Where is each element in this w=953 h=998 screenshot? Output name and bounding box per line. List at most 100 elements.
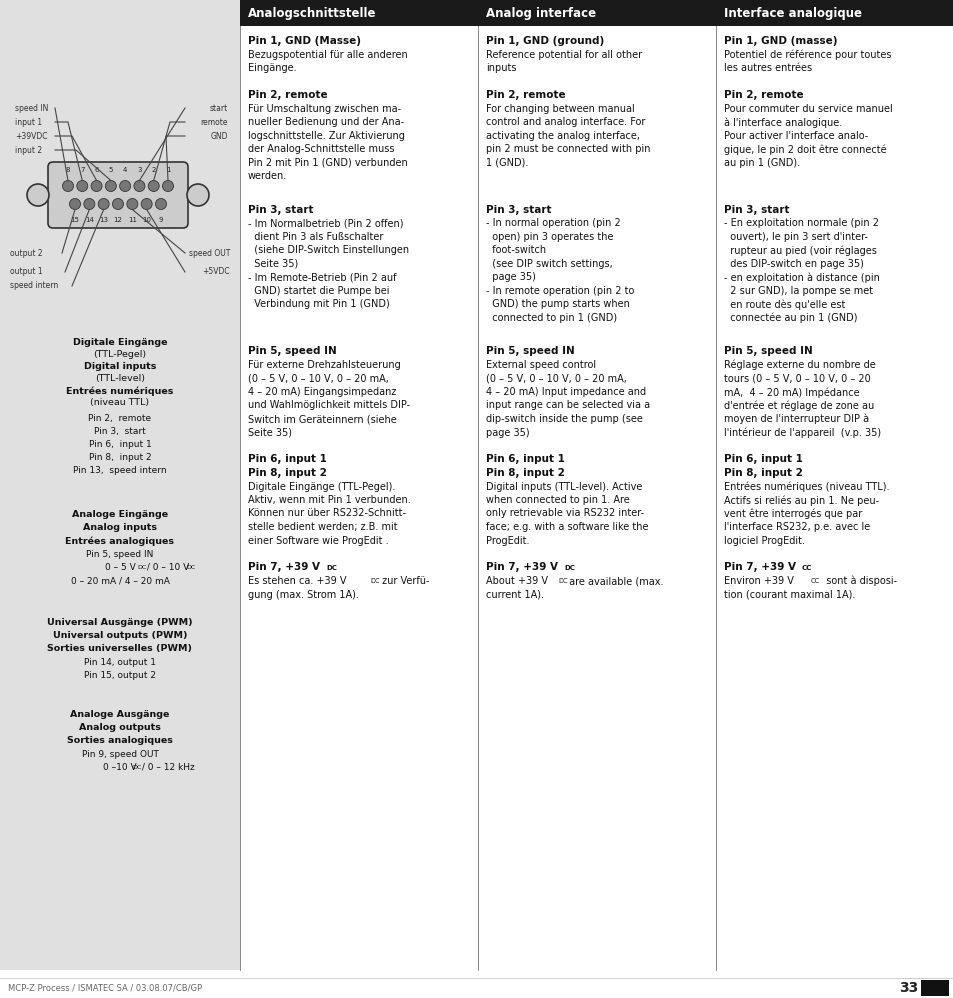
Text: Pin 1, GND (masse): Pin 1, GND (masse) <box>723 36 837 46</box>
Text: page 35): page 35) <box>485 272 536 282</box>
Text: Seite 35): Seite 35) <box>248 427 292 437</box>
Text: Pin 3, start: Pin 3, start <box>248 205 314 215</box>
Text: les autres entrées: les autres entrées <box>723 63 811 73</box>
Text: 1 (GND).: 1 (GND). <box>485 158 528 168</box>
Text: Reference potential for all other: Reference potential for all other <box>485 50 641 60</box>
Text: Für Umschaltung zwischen ma-: Für Umschaltung zwischen ma- <box>248 104 400 114</box>
Text: 1: 1 <box>166 167 170 173</box>
Text: 2: 2 <box>152 167 155 173</box>
Text: +39VDC: +39VDC <box>15 132 48 141</box>
Text: Pin 1, GND (Masse): Pin 1, GND (Masse) <box>248 36 360 46</box>
Circle shape <box>148 181 159 192</box>
Text: Universal Ausgänge (PWM): Universal Ausgänge (PWM) <box>47 618 193 627</box>
Text: Digital inputs: Digital inputs <box>84 362 156 371</box>
FancyBboxPatch shape <box>716 0 953 26</box>
Text: Pin 9, speed OUT: Pin 9, speed OUT <box>81 750 158 759</box>
Text: Pin 7, +39 V: Pin 7, +39 V <box>485 563 558 573</box>
Text: +5VDC: +5VDC <box>202 267 230 276</box>
Text: gique, le pin 2 doit être connecté: gique, le pin 2 doit être connecté <box>723 144 885 155</box>
Text: - Im Normalbetrieb (Pin 2 offen): - Im Normalbetrieb (Pin 2 offen) <box>248 219 403 229</box>
Text: Digitale Eingänge: Digitale Eingänge <box>72 338 167 347</box>
Text: und Wahlmöglichkeit mittels DIP-: und Wahlmöglichkeit mittels DIP- <box>248 400 410 410</box>
FancyBboxPatch shape <box>0 0 240 970</box>
Circle shape <box>63 181 73 192</box>
Text: Pin 2, remote: Pin 2, remote <box>485 90 565 100</box>
Text: (0 – 5 V, 0 – 10 V, 0 – 20 mA,: (0 – 5 V, 0 – 10 V, 0 – 20 mA, <box>248 373 389 383</box>
Text: input 1: input 1 <box>15 118 42 127</box>
Text: einer Software wie ProgEdit .: einer Software wie ProgEdit . <box>248 536 388 546</box>
Text: External speed control: External speed control <box>485 360 596 370</box>
Text: when connected to pin 1. Are: when connected to pin 1. Are <box>485 495 629 505</box>
Text: rupteur au pied (voir réglages: rupteur au pied (voir réglages <box>723 246 876 255</box>
Text: Pin 7, +39 V: Pin 7, +39 V <box>723 563 795 573</box>
Text: dient Pin 3 als Fußschalter: dient Pin 3 als Fußschalter <box>248 232 383 242</box>
Text: control and analog interface. For: control and analog interface. For <box>485 117 644 127</box>
Text: Pour commuter du service manuel: Pour commuter du service manuel <box>723 104 892 114</box>
Text: 4 – 20 mA) Eingangsimpedanz: 4 – 20 mA) Eingangsimpedanz <box>248 387 395 397</box>
Text: Réglage externe du nombre de: Réglage externe du nombre de <box>723 360 875 370</box>
Text: GND) the pump starts when: GND) the pump starts when <box>485 299 629 309</box>
Text: Analogschnittstelle: Analogschnittstelle <box>248 7 376 20</box>
Text: only retrievable via RS232 inter-: only retrievable via RS232 inter- <box>485 509 643 519</box>
Text: Actifs si reliés au pin 1. Ne peu-: Actifs si reliés au pin 1. Ne peu- <box>723 495 879 506</box>
Text: Pin 6, input 1: Pin 6, input 1 <box>723 454 802 464</box>
Text: logiciel ProgEdit.: logiciel ProgEdit. <box>723 536 804 546</box>
Text: 33: 33 <box>898 981 917 995</box>
Text: Pin 14, output 1: Pin 14, output 1 <box>84 658 156 667</box>
Text: l'intérieur de l'appareil  (v.p. 35): l'intérieur de l'appareil (v.p. 35) <box>723 427 881 438</box>
Text: (niveau TTL): (niveau TTL) <box>91 398 150 407</box>
Text: mA,  4 – 20 mA) Impédance: mA, 4 – 20 mA) Impédance <box>723 387 859 397</box>
Text: stelle bedient werden; z.B. mit: stelle bedient werden; z.B. mit <box>248 522 397 532</box>
Text: Sorties analogiques: Sorties analogiques <box>67 736 172 745</box>
Text: DC: DC <box>137 565 146 570</box>
Text: nueller Bedienung und der Ana-: nueller Bedienung und der Ana- <box>248 117 404 127</box>
Text: ProgEdit.: ProgEdit. <box>485 536 529 546</box>
Text: Pin 15, output 2: Pin 15, output 2 <box>84 671 156 680</box>
Text: remote: remote <box>200 118 228 127</box>
Text: CC: CC <box>801 566 811 572</box>
Text: tours (0 – 5 V, 0 – 10 V, 0 – 20: tours (0 – 5 V, 0 – 10 V, 0 – 20 <box>723 373 870 383</box>
Text: connectée au pin 1 (GND): connectée au pin 1 (GND) <box>723 312 857 323</box>
Text: Seite 35): Seite 35) <box>248 258 298 268</box>
Text: inputs: inputs <box>485 63 516 73</box>
Text: - In normal operation (pin 2: - In normal operation (pin 2 <box>485 219 620 229</box>
Circle shape <box>155 199 167 210</box>
Text: Analoge Ausgänge: Analoge Ausgänge <box>71 710 170 719</box>
Text: Pin 1, GND (ground): Pin 1, GND (ground) <box>485 36 603 46</box>
Text: face; e.g. with a software like the: face; e.g. with a software like the <box>485 522 648 532</box>
Text: Pin 2, remote: Pin 2, remote <box>248 90 327 100</box>
Text: Pin 3,  start: Pin 3, start <box>94 427 146 436</box>
Text: 15: 15 <box>71 217 79 223</box>
Text: DC: DC <box>563 566 575 572</box>
Text: Pin 6, input 1: Pin 6, input 1 <box>485 454 564 464</box>
Text: foot-switch: foot-switch <box>485 246 545 255</box>
Text: 10: 10 <box>142 217 151 223</box>
Text: Pin 3, start: Pin 3, start <box>723 205 789 215</box>
Text: Pin 5, speed IN: Pin 5, speed IN <box>723 346 812 356</box>
Text: Eingänge.: Eingänge. <box>248 63 296 73</box>
Circle shape <box>187 184 209 206</box>
FancyBboxPatch shape <box>240 0 477 26</box>
Text: connected to pin 1 (GND): connected to pin 1 (GND) <box>485 312 617 322</box>
FancyBboxPatch shape <box>48 162 188 228</box>
Text: 11: 11 <box>128 217 136 223</box>
Text: - En exploitation normale (pin 2: - En exploitation normale (pin 2 <box>723 219 878 229</box>
Text: Analog outputs: Analog outputs <box>79 723 161 732</box>
Text: Entrées analogiques: Entrées analogiques <box>66 536 174 546</box>
Text: en route dès qu'elle est: en route dès qu'elle est <box>723 299 844 309</box>
Text: speed IN: speed IN <box>15 104 49 113</box>
Text: activating the analog interface,: activating the analog interface, <box>485 131 639 141</box>
Text: GND) startet die Pumpe bei: GND) startet die Pumpe bei <box>248 285 389 295</box>
Text: current 1A).: current 1A). <box>485 590 543 600</box>
Text: des DIP-switch en page 35): des DIP-switch en page 35) <box>723 258 863 268</box>
Text: Pin 8,  input 2: Pin 8, input 2 <box>89 453 152 462</box>
Text: input range can be selected via a: input range can be selected via a <box>485 400 649 410</box>
Circle shape <box>27 184 49 206</box>
Text: 0 – 20 mA / 4 – 20 mA: 0 – 20 mA / 4 – 20 mA <box>71 576 170 585</box>
Text: DC: DC <box>370 578 379 584</box>
Text: Sorties universelles (PWM): Sorties universelles (PWM) <box>48 644 193 653</box>
Text: ouvert), le pin 3 sert d'inter-: ouvert), le pin 3 sert d'inter- <box>723 232 867 242</box>
Text: 6: 6 <box>94 167 99 173</box>
Text: 2 sur GND), la pompe se met: 2 sur GND), la pompe se met <box>723 285 872 295</box>
Text: 0 –10 V: 0 –10 V <box>103 763 136 772</box>
